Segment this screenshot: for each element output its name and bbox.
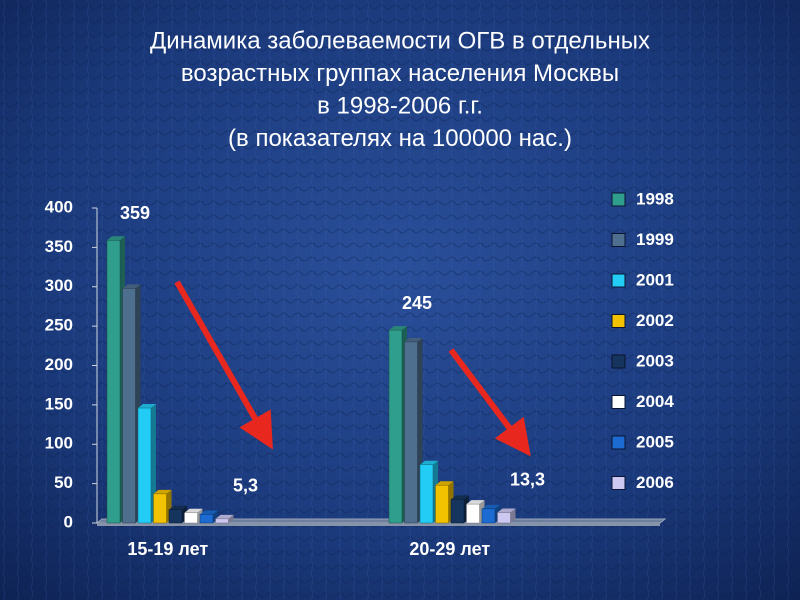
- x-tick-label: 20-29 лет: [409, 539, 490, 559]
- legend-swatch: [611, 354, 626, 369]
- legend-swatch: [611, 273, 626, 288]
- bar: [199, 514, 214, 524]
- y-tick-label: 350: [45, 237, 73, 256]
- chart-title: Динамика заболеваемости ОГВ в отдельных: [150, 27, 650, 54]
- bar-top: [435, 481, 454, 486]
- legend-swatch: [611, 233, 626, 247]
- bar-top: [184, 508, 203, 513]
- bar: [184, 512, 198, 524]
- chart-title: возрастных группах населения Москвы: [181, 60, 619, 87]
- y-tick-label: 400: [45, 197, 73, 216]
- bar-top: [153, 489, 172, 494]
- y-tick-label: 0: [64, 512, 73, 531]
- bar: [153, 493, 167, 524]
- y-tick-label: 250: [45, 316, 73, 335]
- legend-label: 1999: [636, 230, 674, 249]
- bar: [168, 509, 183, 524]
- legend-swatch: [611, 435, 626, 450]
- bar: [215, 518, 229, 524]
- bar-top: [420, 460, 438, 465]
- bar-top: [107, 236, 125, 241]
- bar-side: [510, 508, 516, 523]
- bar: [466, 503, 480, 524]
- bar-top: [138, 404, 156, 409]
- y-tick-label: 100: [45, 434, 73, 453]
- legend-swatch: [611, 476, 626, 490]
- trend-arrow: [174, 280, 273, 450]
- bar-top: [497, 508, 516, 513]
- legend-swatch: [611, 192, 626, 207]
- legend-label: 2002: [636, 311, 674, 330]
- legend-label: 2001: [636, 270, 674, 289]
- bar-top: [482, 504, 500, 509]
- bar-top: [215, 514, 234, 519]
- bar: [481, 508, 496, 524]
- y-tick-label: 300: [45, 276, 73, 295]
- legend-label: 2005: [636, 432, 674, 451]
- value-label: 13,3: [510, 469, 545, 489]
- floor-edge: [97, 523, 660, 526]
- legend-swatch: [611, 314, 626, 328]
- bar: [404, 341, 418, 524]
- legend-label: 2003: [636, 351, 674, 370]
- bar: [450, 499, 465, 524]
- y-tick-label: 200: [45, 355, 73, 374]
- legend-label: 1998: [636, 189, 674, 208]
- chart-title: в 1998-2006 г.г.: [317, 92, 483, 119]
- trend-arrow: [448, 348, 531, 457]
- bar-top: [404, 337, 423, 342]
- legend-label: 2004: [636, 392, 674, 411]
- bar: [497, 512, 511, 524]
- value-label: 5,3: [233, 476, 258, 496]
- bar-top: [122, 284, 141, 289]
- bar-top: [451, 495, 469, 500]
- bar-side: [228, 514, 234, 523]
- bar: [122, 288, 136, 524]
- bar-top: [169, 505, 187, 510]
- y-tick-label: 150: [45, 394, 73, 413]
- bar: [137, 407, 152, 524]
- bar: [388, 329, 403, 524]
- value-label: 245: [402, 293, 432, 313]
- legend-swatch: [611, 395, 626, 409]
- value-label: 359: [120, 203, 150, 223]
- bar-top: [200, 510, 218, 515]
- bar-top: [389, 326, 407, 331]
- x-tick-label: 15-19 лет: [127, 539, 208, 559]
- legend-label: 2006: [636, 473, 674, 492]
- bar: [419, 464, 434, 524]
- bar-top: [466, 500, 485, 505]
- bar: [435, 484, 449, 524]
- y-tick-label: 50: [54, 473, 73, 492]
- bar: [106, 240, 121, 524]
- chart-title: (в показателях на 100000 нас.): [228, 125, 572, 152]
